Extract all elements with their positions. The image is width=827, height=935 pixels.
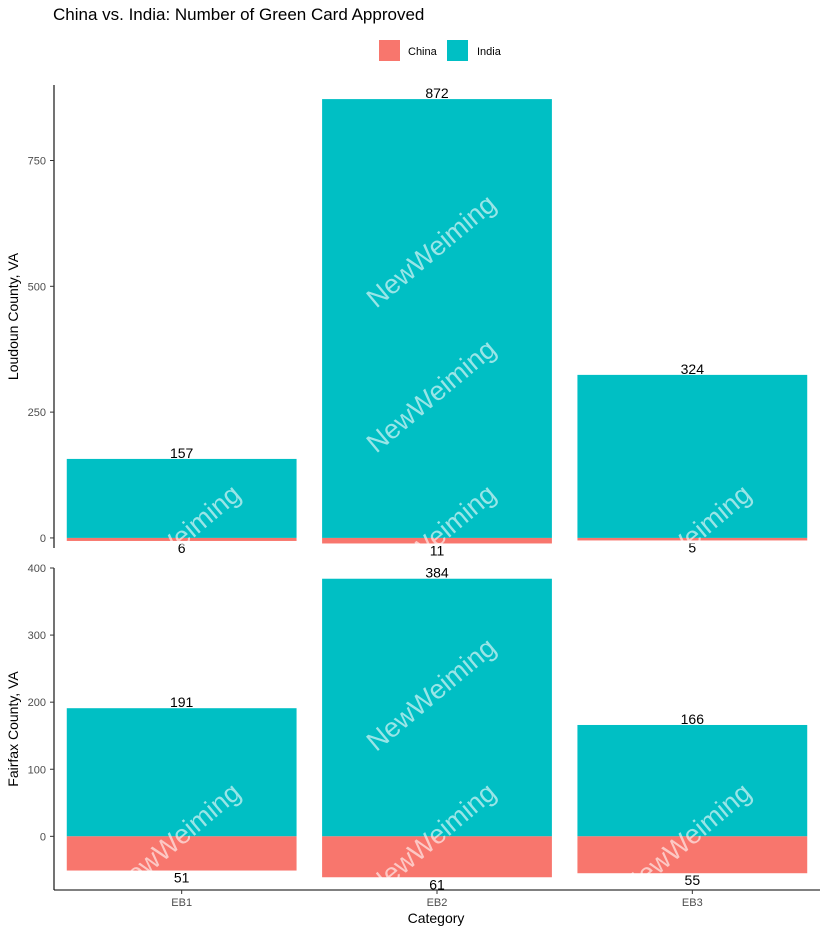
panel-2-bar-china-EB3: [577, 836, 808, 874]
x-tick-label-EB3: EB3: [682, 897, 703, 909]
panel-2-y-tick-label-0: 0: [40, 831, 46, 843]
panel-1-bar-india-EB3: [577, 374, 808, 538]
panel-2-label-india-EB3: 166: [681, 711, 705, 727]
legend: China India: [379, 40, 502, 61]
panel-1-bar-china-EB3: [577, 537, 808, 541]
panel-2-y-tick-label-300: 300: [28, 630, 46, 642]
panel-2-bar-china-EB2: [322, 836, 552, 878]
panel-2-bar-india-EB3: [577, 724, 808, 837]
x-axis-label: Category: [408, 910, 465, 926]
panel-1-y-axis-label: Loudoun County, VA: [5, 252, 21, 380]
panel-2-y-tick-label-200: 200: [28, 697, 46, 709]
panel-1-y-tick-label-750: 750: [28, 155, 46, 167]
panel-1-y-tick-label-500: 500: [28, 281, 46, 293]
panel-2-label-india-EB1: 191: [170, 694, 194, 710]
panel-1-y-tick-label-0: 0: [40, 533, 46, 545]
legend-label-india: India: [477, 46, 502, 58]
panel-1-label-india-EB2: 872: [425, 85, 449, 101]
legend-swatch-india: [447, 40, 468, 61]
panel-2-label-china-EB3: 55: [685, 872, 701, 888]
x-tick-label-EB1: EB1: [171, 897, 192, 909]
panel-2-label-india-EB2: 384: [425, 565, 449, 581]
chart-title: China vs. India: Number of Green Card Ap…: [53, 5, 424, 24]
panel-2-y-tick-label-400: 400: [28, 563, 46, 575]
panel-1-bar-india-EB2: [322, 99, 552, 538]
panel-1-label-india-EB1: 157: [170, 445, 194, 461]
panel-2-bar-india-EB2: [322, 578, 552, 837]
panel-2-label-china-EB2: 61: [429, 876, 445, 892]
panel-1-bar-india-EB1: [66, 458, 297, 538]
legend-swatch-china: [379, 40, 400, 61]
panel-1-bar-china-EB1: [66, 537, 297, 541]
panel-1-label-india-EB3: 324: [681, 361, 705, 377]
x-tick-label-EB2: EB2: [427, 897, 448, 909]
panel-2-bar-india-EB1: [66, 708, 297, 837]
panel-2-label-china-EB1: 51: [174, 870, 190, 886]
panel-2-y-tick-label-100: 100: [28, 764, 46, 776]
panel-2-bar-china-EB1: [66, 836, 297, 871]
panel-1-bar-china-EB2: [322, 537, 552, 544]
panel-1-y-tick-label-250: 250: [28, 407, 46, 419]
legend-label-china: China: [408, 46, 438, 58]
panel-1-label-china-EB3: 5: [688, 539, 696, 555]
panel-1-label-china-EB1: 6: [178, 540, 186, 556]
panel-2-y-axis-label: Fairfax County, VA: [5, 671, 21, 787]
panel-1-label-china-EB2: 11: [430, 542, 445, 558]
